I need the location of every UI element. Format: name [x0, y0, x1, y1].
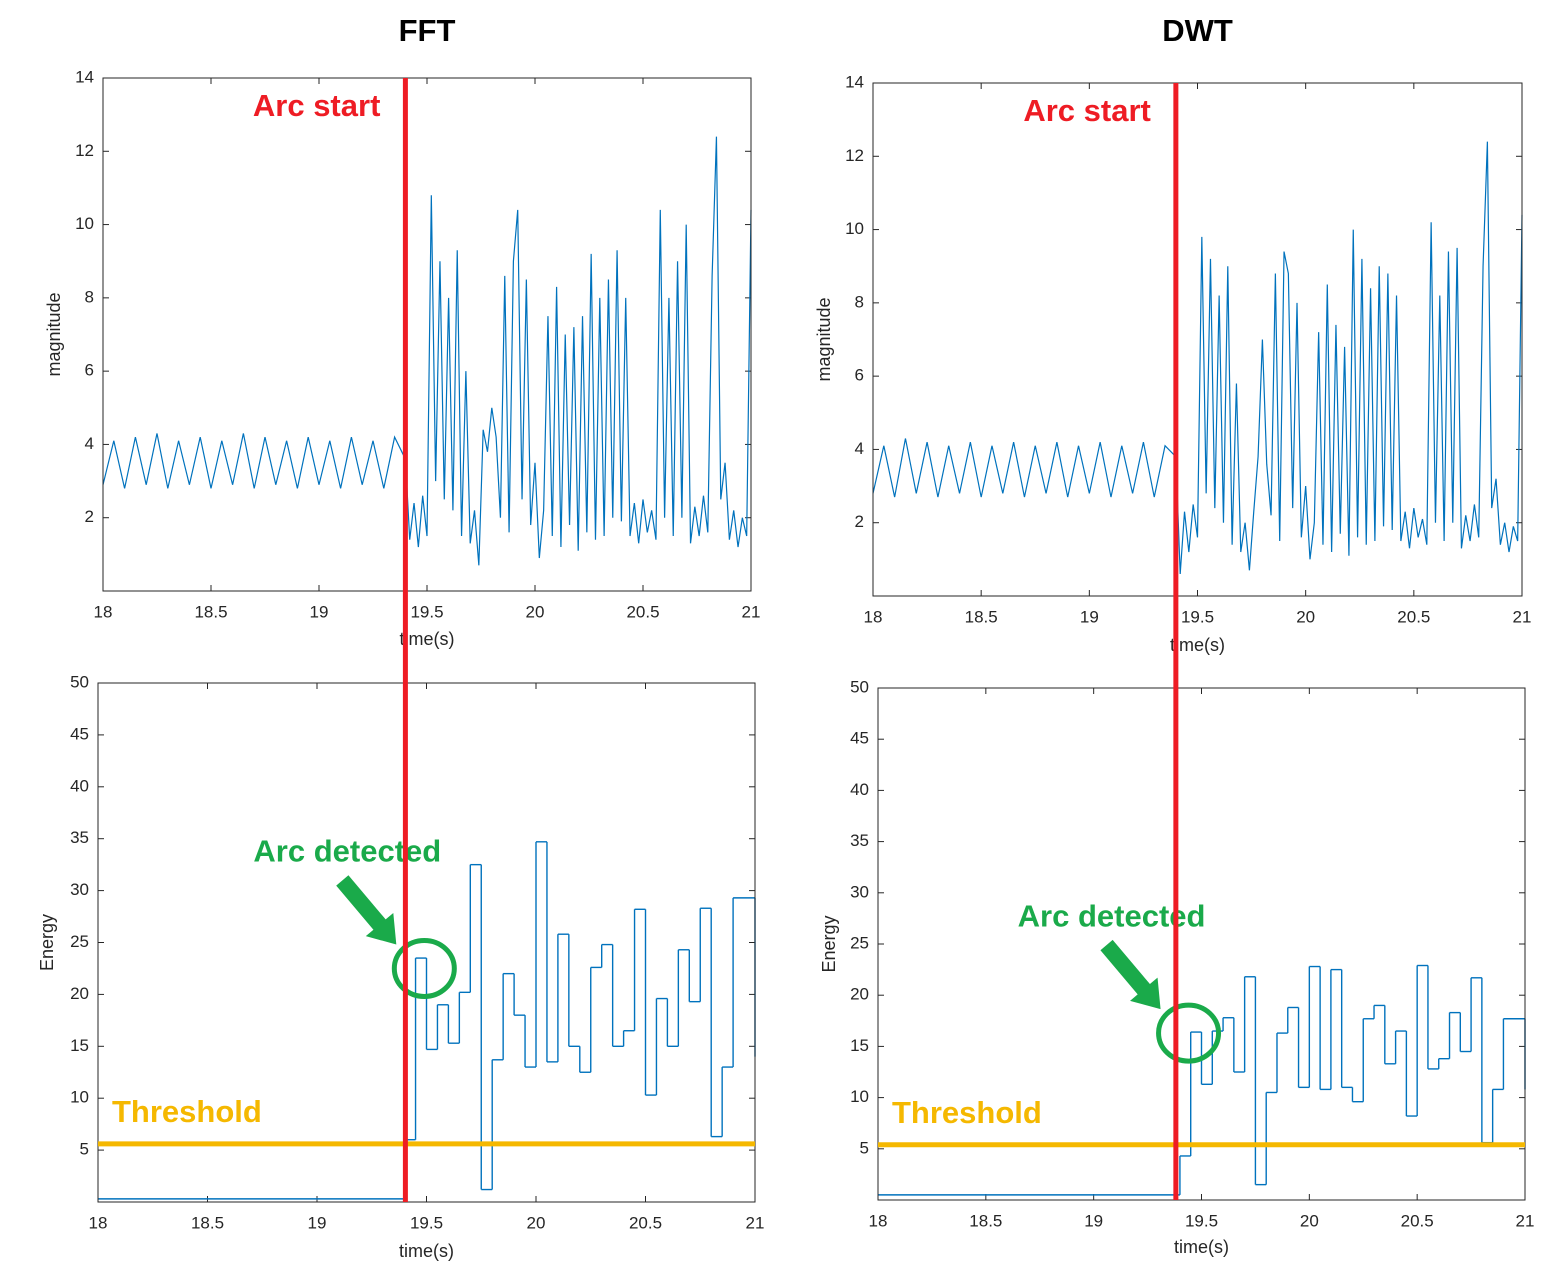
- x-tick-label: 21: [1513, 607, 1532, 626]
- x-tick-label: 20: [527, 1213, 546, 1232]
- x-tick-label: 20.5: [1397, 607, 1430, 626]
- arc-start-label: Arc start: [1023, 93, 1151, 128]
- y-tick-label: 15: [70, 1036, 89, 1055]
- axes-box: [97, 682, 756, 1203]
- x-tick-label: 19: [308, 1213, 327, 1232]
- detection-arrow: [1100, 939, 1161, 1010]
- y-tick-label: 4: [855, 439, 864, 458]
- y-tick-label: 2: [855, 512, 864, 531]
- y-tick-label: 4: [85, 434, 94, 453]
- x-tick-label: 20: [1296, 607, 1315, 626]
- chart-title: FFT: [399, 13, 456, 48]
- axes-box: [872, 82, 1523, 597]
- y-tick-label: 12: [75, 141, 94, 160]
- y-tick-label: 15: [850, 1036, 869, 1055]
- y-axis-label: Energy: [819, 915, 839, 972]
- y-tick-label: 35: [850, 831, 869, 850]
- x-tick-label: 21: [746, 1213, 765, 1232]
- x-axis-label: time(s): [399, 1241, 454, 1261]
- subplot: 18 18.5 19 19.5 20 20.5 21 2 4 6 8 10 12 14 time(s) mag…: [44, 13, 761, 649]
- y-tick-label: 25: [70, 932, 89, 951]
- axes-box: [102, 77, 752, 592]
- x-axis-label: time(s): [1170, 635, 1225, 655]
- detection-circle: [1156, 1002, 1222, 1064]
- detection-circle: [391, 937, 457, 999]
- y-tick-label: 40: [70, 776, 89, 795]
- chart-title: DWT: [1162, 13, 1233, 48]
- y-tick-label: 50: [70, 672, 89, 691]
- threshold-label: Threshold: [112, 1094, 262, 1129]
- x-tick-label: 19: [1084, 1211, 1103, 1230]
- y-tick-label: 2: [85, 507, 94, 526]
- detection-label: Arc detected: [253, 834, 441, 869]
- y-tick-label: 35: [70, 828, 89, 847]
- y-axis-label: magnitude: [44, 292, 64, 376]
- y-tick-label: 5: [80, 1140, 89, 1159]
- y-tick-label: 10: [850, 1087, 869, 1106]
- x-tick-label: 20.5: [629, 1213, 662, 1232]
- x-tick-label: 18: [94, 602, 113, 621]
- y-tick-label: 10: [75, 214, 94, 233]
- x-tick-label: 21: [1516, 1211, 1535, 1230]
- y-tick-label: 12: [845, 146, 864, 165]
- y-tick-label: 8: [855, 292, 864, 311]
- y-tick-label: 14: [75, 67, 94, 86]
- x-tick-label: 19: [1080, 607, 1099, 626]
- y-tick-label: 20: [70, 984, 89, 1003]
- signal-line: [872, 141, 1523, 575]
- y-tick-label: 20: [850, 985, 869, 1004]
- x-axis-label: time(s): [400, 629, 455, 649]
- axes-box: [877, 687, 1526, 1201]
- y-tick-label: 30: [70, 880, 89, 899]
- y-tick-label: 10: [845, 219, 864, 238]
- y-tick-label: 45: [850, 729, 869, 748]
- y-tick-label: 14: [845, 72, 864, 91]
- subplot: 18 18.5 19 19.5 20 20.5 21 5 10 15 20 25 30 35 40 45 50 t…: [819, 677, 1535, 1256]
- x-tick-label: 18: [89, 1213, 108, 1232]
- x-tick-label: 18.5: [969, 1211, 1002, 1230]
- y-axis-label: Energy: [37, 914, 57, 971]
- x-tick-label: 19.5: [1181, 607, 1214, 626]
- x-tick-label: 18: [864, 607, 883, 626]
- x-tick-label: 20.5: [626, 602, 659, 621]
- x-axis-label: time(s): [1174, 1237, 1229, 1257]
- x-tick-label: 20.5: [1401, 1211, 1434, 1230]
- y-tick-label: 5: [860, 1138, 869, 1157]
- y-tick-label: 8: [85, 287, 94, 306]
- detection-arrow: [336, 875, 397, 945]
- y-tick-label: 10: [70, 1088, 89, 1107]
- y-tick-label: 40: [850, 780, 869, 799]
- x-tick-label: 20: [1300, 1211, 1319, 1230]
- y-tick-label: 6: [855, 366, 864, 385]
- y-tick-label: 30: [850, 882, 869, 901]
- x-tick-label: 19.5: [1185, 1211, 1218, 1230]
- subplot: 18 18.5 19 19.5 20 20.5 21 2 4 6 8 10 12 14 time(s) mag…: [814, 13, 1532, 655]
- x-tick-label: 18.5: [965, 607, 998, 626]
- x-tick-label: 18.5: [191, 1213, 224, 1232]
- x-tick-label: 18: [869, 1211, 888, 1230]
- signal-line: [102, 136, 752, 566]
- y-tick-label: 50: [850, 677, 869, 696]
- x-tick-label: 21: [742, 602, 761, 621]
- arc-start-label: Arc start: [253, 88, 381, 123]
- threshold-label: Threshold: [892, 1095, 1042, 1130]
- y-axis-label: magnitude: [814, 297, 834, 381]
- x-tick-label: 19.5: [410, 602, 443, 621]
- y-tick-label: 6: [85, 361, 94, 380]
- x-tick-label: 19.5: [410, 1213, 443, 1232]
- x-tick-label: 19: [310, 602, 329, 621]
- x-tick-label: 18.5: [194, 602, 227, 621]
- x-tick-label: 20: [526, 602, 545, 621]
- y-tick-label: 25: [850, 933, 869, 952]
- subplot: 18 18.5 19 19.5 20 20.5 21 5 10 15 20 25 30 35 40 45 50 t…: [37, 672, 765, 1260]
- y-tick-label: 45: [70, 724, 89, 743]
